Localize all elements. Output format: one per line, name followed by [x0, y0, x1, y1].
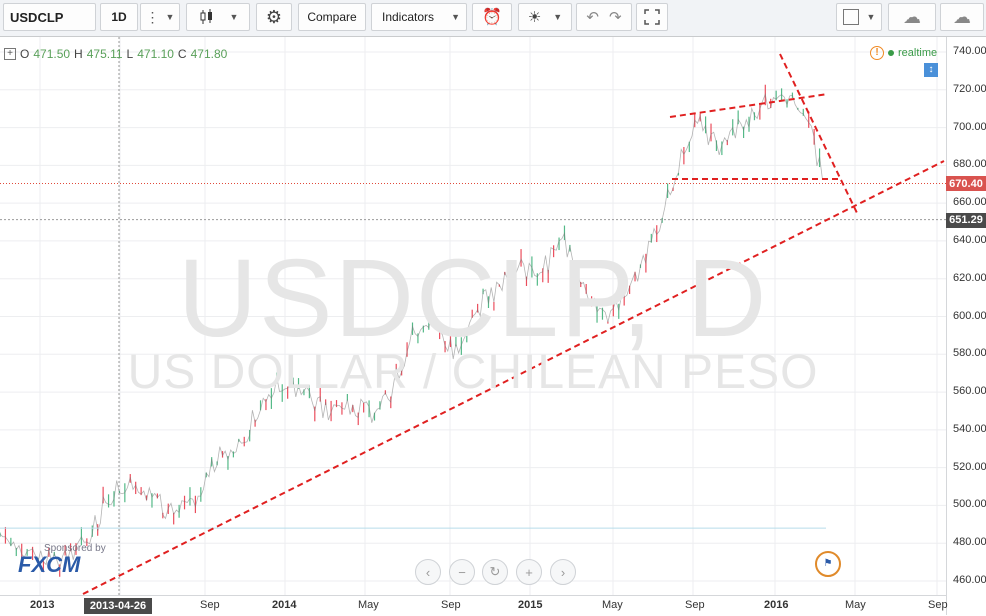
fullscreen-icon	[644, 9, 660, 25]
candles-icon	[200, 9, 212, 24]
price-tick-label: 700.00	[953, 120, 986, 133]
price-axis[interactable]: 740.00 720.00 700.00 680.00 660.00 640.00 620.…	[946, 37, 986, 615]
redo-icon[interactable]: ↷	[609, 9, 622, 26]
alarm-clock-icon: ⏰	[482, 9, 502, 26]
low-value: 471.10	[137, 47, 174, 61]
chart-pane[interactable]	[0, 37, 946, 595]
indicators-label: Indicators	[382, 10, 435, 24]
price-tick-label: 600.00	[953, 309, 986, 322]
price-tick-label: 500.00	[953, 498, 986, 511]
time-tick-label: Sep	[441, 599, 461, 611]
price-chart[interactable]	[0, 37, 946, 595]
chart-style-dropdown[interactable]: ▼	[186, 3, 250, 31]
close-value: 471.80	[190, 47, 228, 61]
trendline	[82, 160, 945, 595]
status-dot-icon	[888, 50, 894, 56]
load-chart-button[interactable]: ☁	[888, 3, 936, 31]
time-tick-label: Sep	[200, 599, 220, 611]
gear-icon: ⚙	[265, 6, 283, 27]
lightbulb-icon: ☀	[527, 9, 542, 26]
scale-toggle-icon[interactable]: ↕	[924, 63, 938, 77]
settings-button[interactable]: ⚙	[256, 3, 292, 31]
save-chart-button[interactable]: ☁	[940, 3, 984, 31]
price-tick-label: 540.00	[953, 422, 986, 435]
watermark-symbol: USDCLP, D	[177, 237, 769, 360]
high-value: 475.11	[86, 47, 123, 61]
time-axis[interactable]: 2013 Sep 2014 May Sep 2015 May Sep 2016 May Sep	[0, 595, 948, 616]
more-vertical-icon: ⋮	[145, 8, 160, 25]
open-label: O	[20, 47, 30, 61]
price-tick-label: 460.00	[953, 574, 986, 586]
zoom-out-button[interactable]: −	[449, 559, 475, 585]
time-tick-label: May	[358, 599, 379, 611]
undo-icon[interactable]: ↶	[586, 9, 599, 26]
crosshair-price-tag: 651.29	[946, 212, 986, 228]
price-tick-label: 680.00	[953, 158, 986, 171]
fullscreen-button[interactable]	[636, 3, 668, 31]
square-icon	[842, 9, 859, 25]
layout-dropdown[interactable]: ▼	[836, 3, 882, 31]
trendline	[779, 53, 859, 216]
price-tick-label: 560.00	[953, 385, 986, 398]
ideas-dropdown[interactable]: ☀ ▼	[518, 3, 572, 31]
crosshair-date-tag: 2013-04-26	[84, 598, 152, 614]
close-label: C	[177, 47, 187, 61]
time-tick-label: May	[602, 599, 623, 611]
price-tick-label: 520.00	[953, 460, 986, 473]
cloud-download-icon: ☁	[903, 6, 921, 27]
chevron-down-icon: ▼	[229, 12, 239, 22]
interval-button[interactable]: 1D	[100, 3, 138, 31]
chevron-down-icon: ▼	[451, 12, 460, 22]
price-line	[0, 92, 823, 571]
symbol-search-input[interactable]: USDCLP	[3, 3, 96, 31]
sponsor-brand: FXCM	[18, 552, 81, 577]
scroll-right-button[interactable]: ›	[550, 559, 576, 585]
time-tick-label: Sep	[928, 599, 948, 611]
economic-event-icon[interactable]: ⚑	[815, 551, 841, 577]
chevron-down-icon: ▼	[866, 12, 876, 22]
alert-button[interactable]: ⏰	[472, 3, 512, 31]
zoom-in-button[interactable]: +	[516, 559, 542, 585]
warning-icon[interactable]: !	[870, 46, 884, 60]
price-tick-label: 740.00	[953, 45, 986, 57]
indicators-button[interactable]: Indicators ▼	[371, 3, 467, 31]
scroll-left-button[interactable]: ‹	[415, 559, 441, 585]
chevron-down-icon: ▼	[553, 12, 563, 22]
open-value: 471.50	[33, 47, 71, 61]
high-label: H	[74, 47, 83, 61]
low-label: L	[126, 47, 134, 61]
realtime-status: ! realtime	[870, 46, 937, 60]
price-tick-label: 580.00	[953, 347, 986, 360]
time-tick-label: May	[845, 599, 866, 611]
cloud-upload-icon: ☁	[953, 6, 971, 27]
sponsor-text: Sponsored by	[44, 543, 106, 554]
time-tick-label: 2015	[518, 599, 543, 611]
compare-button[interactable]: Compare	[298, 3, 366, 31]
price-tick-label: 620.00	[953, 271, 986, 284]
watermark-description: US DOLLAR / CHILEAN PESO	[127, 346, 819, 399]
toolbar: USDCLP 1D ⋮ ▼ ▼ ⚙ Compare Indicators ▼ ⏰…	[0, 0, 986, 37]
realtime-label: realtime	[898, 47, 938, 59]
chevron-down-icon: ▼	[165, 12, 175, 22]
reset-chart-button[interactable]: ↻	[482, 559, 508, 585]
price-tick-label: 480.00	[953, 536, 986, 549]
expand-icon[interactable]: +	[4, 48, 16, 60]
last-price-tag: 670.40	[946, 176, 986, 192]
price-tick-label: 660.00	[953, 196, 986, 209]
price-tick-label: 640.00	[953, 233, 986, 246]
ohlc-legend: + O 471.50 H 475.11 L 471.10 C 471.80	[4, 47, 227, 61]
time-tick-label: 2013	[30, 599, 55, 611]
time-tick-label: Sep	[685, 599, 705, 611]
trendline	[669, 93, 829, 118]
time-tick-label: 2014	[272, 599, 297, 611]
time-tick-label: 2016	[764, 599, 789, 611]
undo-redo-group: ↶ ↷	[576, 3, 632, 31]
sponsor-logo[interactable]: Sponsored by FXCM	[18, 543, 106, 578]
interval-dropdown[interactable]: ⋮ ▼	[140, 3, 180, 31]
price-tick-label: 720.00	[953, 82, 986, 95]
